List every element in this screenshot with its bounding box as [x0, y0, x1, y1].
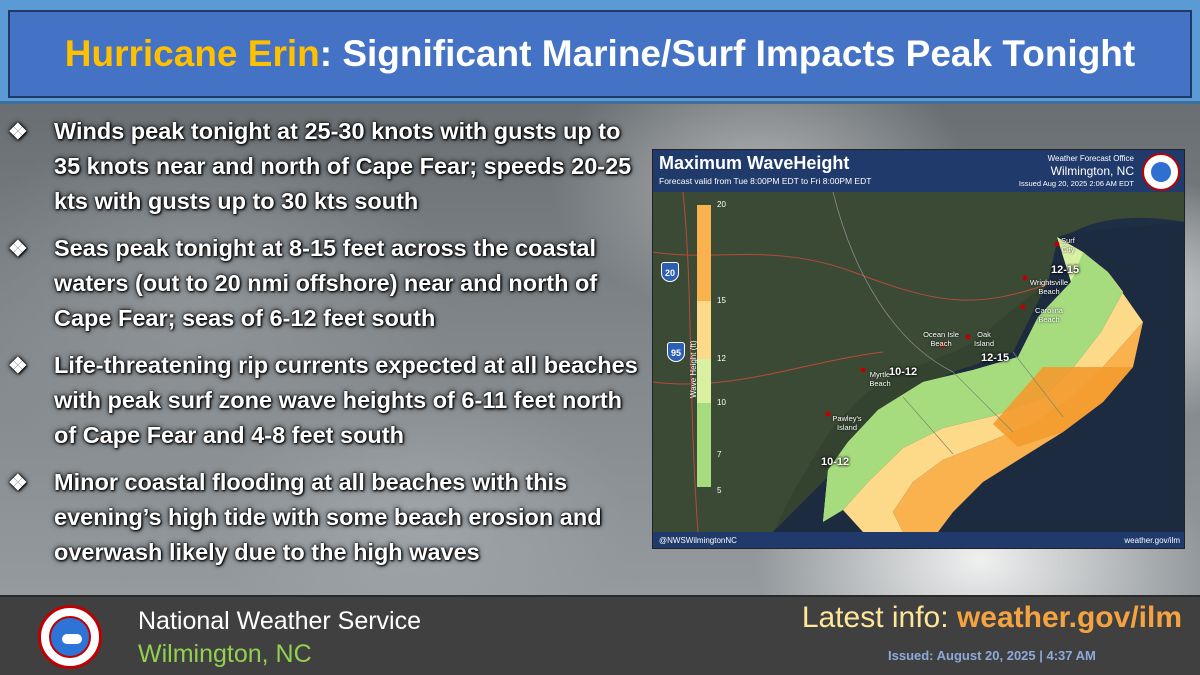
map-office-line2: Wilmington, NC [1050, 164, 1134, 178]
scale-tick: 7 [717, 450, 722, 459]
scale-tick: 15 [717, 296, 726, 305]
map-url: weather.gov/ilm [1124, 536, 1180, 545]
latest-info: Latest info: weather.gov/ilm [802, 601, 1182, 635]
org-name: National Weather Service [138, 607, 422, 635]
scale-tick: 10 [717, 398, 726, 407]
header-bar: Hurricane Erin: Significant Marine/Surf … [0, 0, 1200, 104]
scale-tick: 12 [717, 354, 726, 363]
zone-dark-orange [993, 367, 1133, 447]
diamond-bullet-icon: ❖ [8, 119, 28, 144]
map-footer: @NWSWilmingtonNC weather.gov/ilm [653, 532, 1184, 548]
map-issued: Issued Aug 20, 2025 2:06 AM EDT [1018, 179, 1134, 188]
city-dot [940, 342, 946, 348]
map-title: Maximum WaveHeight [659, 153, 850, 173]
title-storm-name: Hurricane Erin [64, 33, 320, 74]
bullet-rip-currents: ❖ Life-threatening rip currents expected… [8, 348, 648, 453]
bullet-coastal-flooding: ❖ Minor coastal flooding at all beaches … [8, 465, 648, 570]
map-graphic [653, 192, 1184, 532]
map-header: Maximum WaveHeight Forecast valid from T… [653, 150, 1184, 192]
bullet-seas: ❖ Seas peak tonight at 8-15 feet across … [8, 231, 648, 336]
wave-height-map: Maximum WaveHeight Forecast valid from T… [652, 149, 1185, 549]
nws-seal-icon [1142, 153, 1180, 191]
scale-tick: 5 [717, 486, 722, 495]
city-dot [825, 411, 831, 417]
bullet-winds: ❖ Winds peak tonight at 25-30 knots with… [8, 114, 648, 219]
place-label: Oak Island [973, 330, 994, 348]
city-dot [1020, 304, 1026, 310]
social-handle: @NWSWilmingtonNC [659, 536, 737, 545]
place-label: Pawley's Island [832, 414, 862, 432]
interstate-shield-icon: 20 [661, 262, 679, 282]
org-city: Wilmington, NC [138, 640, 312, 668]
bullet-text: Winds peak tonight at 25-30 knots with g… [54, 118, 632, 214]
zone-green [823, 252, 1123, 522]
diamond-bullet-icon: ❖ [8, 353, 28, 378]
place-label: Surf City [1061, 236, 1075, 254]
wave-range-label: 12-15 [981, 352, 1010, 364]
latest-info-label: Latest info: [801, 601, 957, 634]
diamond-bullet-icon: ❖ [8, 236, 28, 261]
map-office-info: Weather Forecast Office Wilmington, NC I… [1019, 153, 1134, 189]
title-rest: : Significant Marine/Surf Impacts Peak T… [319, 33, 1136, 74]
zone-boundary [902, 351, 1064, 455]
interstate-shield-icon: 95 [667, 342, 685, 362]
place-label: Wrightsville Beach [1029, 278, 1069, 296]
wave-range-label: 10-12 [889, 366, 918, 378]
scale-tick: 20 [717, 200, 726, 209]
bullet-text: Seas peak tonight at 8-15 feet across th… [54, 235, 598, 331]
latest-info-link[interactable]: weather.gov/ilm [956, 601, 1182, 634]
city-dot [1022, 275, 1028, 281]
page-title: Hurricane Erin: Significant Marine/Surf … [8, 10, 1192, 98]
city-dot [860, 367, 866, 373]
city-dot [1054, 241, 1060, 247]
bullet-text: Minor coastal flooding at all beaches wi… [54, 469, 602, 565]
scale-title: Wave Height (ft) [689, 340, 698, 399]
bullet-list: ❖ Winds peak tonight at 25-30 knots with… [8, 114, 648, 582]
bullet-text: Life-threatening rip currents expected a… [54, 352, 638, 448]
zone-light-orange [843, 272, 1143, 532]
state-line [832, 192, 954, 373]
place-label: Ocean Isle Beach [923, 330, 959, 348]
diamond-bullet-icon: ❖ [8, 470, 28, 495]
city-dot [965, 334, 971, 340]
zone-orange [893, 322, 1143, 532]
map-office-line1: Weather Forecast Office [1047, 154, 1134, 163]
map-valid-time: Forecast valid from Tue 8:00PM EDT to Fr… [659, 176, 872, 186]
place-label: Myrtle Beach [869, 370, 891, 388]
wave-range-label: 12-15 [1051, 264, 1080, 276]
nws-logo-icon [38, 605, 102, 669]
road [653, 351, 884, 385]
wave-range-label: 10-12 [821, 456, 850, 468]
issued-timestamp: Issued: August 20, 2025 | 4:37 AM [888, 648, 1096, 663]
place-label: Carolina Beach [1035, 306, 1063, 324]
wave-scale-bar [697, 205, 711, 487]
road [682, 192, 699, 532]
footer-bar: National Weather Service Wilmington, NC … [0, 595, 1200, 675]
